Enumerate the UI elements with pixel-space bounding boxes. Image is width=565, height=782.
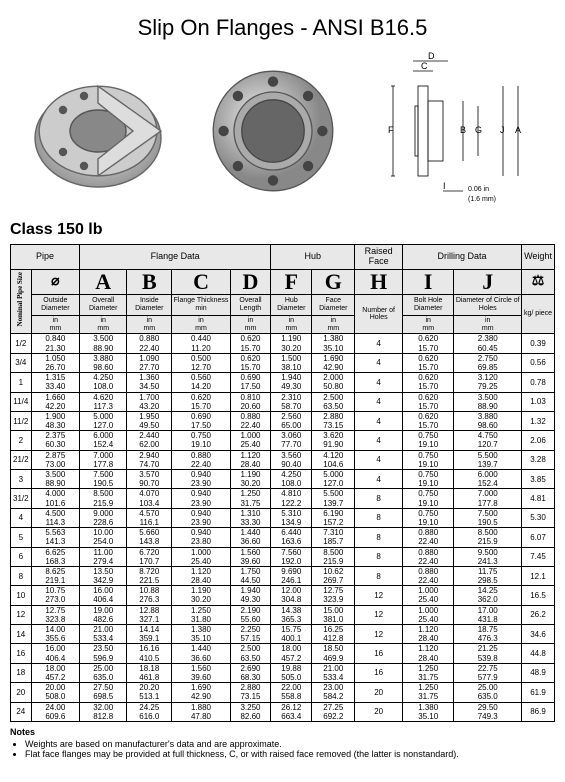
group-header-row: Pipe Flange Data Hub Raised Face Drillin… [11, 245, 555, 270]
note-item: Flat face flanges may be provided at ful… [25, 749, 555, 759]
technical-diagram: F BG JA CD I 0.06 in (1.6 mm) [373, 51, 543, 211]
table-row: 1414.00355.621.00533.414.14359.11.38035.… [11, 625, 555, 644]
unit-row: inmminmminmminmminmm inmminmminmminmm [11, 316, 555, 334]
svg-text:C: C [421, 61, 428, 71]
images-row: F BG JA CD I 0.06 in (1.6 mm) [10, 51, 555, 211]
table-row: 11.31533.404.250108.01.36034.500.56014.2… [11, 373, 555, 392]
svg-text:J: J [500, 125, 505, 135]
svg-text:B: B [460, 125, 466, 135]
table-row: 55.563141.310.00254.05.660143.80.94023.8… [11, 528, 555, 547]
table-row: 1818.00457.225.00635.018.18461.81.56039.… [11, 663, 555, 682]
table-row: 1/20.84021.303.50088.900.88022.400.44011… [11, 334, 555, 353]
table-row: 22.37560.306.000152.42.44062.000.75019.1… [11, 431, 555, 450]
table-row: 88.625219.113.50342.98.720221.51.12028.4… [11, 566, 555, 585]
letter-row: Nominal Pipe Size ⌀ ABCD FGHIJ ⚖ [11, 269, 555, 294]
flange-cutaway-image [23, 56, 173, 206]
table-row: 66.625168.311.00279.46.720170.71.00025.4… [11, 547, 555, 566]
svg-text:I: I [443, 181, 446, 191]
table-row: 3/41.05026.703.88098.601.09027.700.50012… [11, 353, 555, 372]
table-row: 21/22.87573.007.000177.82.94074.700.8802… [11, 450, 555, 469]
svg-text:G: G [475, 125, 482, 135]
table-row: 11/21.90048.305.000127.01.95049.500.6901… [11, 411, 555, 430]
flange-front-image [198, 56, 348, 206]
table-row: 1616.00406.423.50596.916.16410.51.44036.… [11, 644, 555, 663]
flange-data-table: Pipe Flange Data Hub Raised Face Drillin… [10, 244, 555, 722]
table-row: 11/41.66042.204.620117.31.70043.200.6201… [11, 392, 555, 411]
table-row: 31/24.000101.68.500215.94.070103.40.9402… [11, 489, 555, 508]
table-row: 44.500114.39.000228.64.570116.10.94023.9… [11, 508, 555, 527]
notes-section: Notes Weights are based on manufacturer'… [10, 727, 555, 759]
svg-text:F: F [388, 125, 394, 135]
table-row: 2424.00609.632.00812.824.25616.01.88047.… [11, 702, 555, 721]
svg-text:(1.6 mm): (1.6 mm) [468, 196, 496, 203]
label-row: Outside DiameterOverall DiameterInside D… [11, 294, 555, 315]
page-title: Slip On Flanges - ANSI B16.5 [10, 15, 555, 41]
table-row: 33.50088.907.500190.53.57090.700.94023.9… [11, 470, 555, 489]
note-item: Weights are based on manufacturer's data… [25, 739, 555, 749]
class-label: Class 150 lb [10, 221, 555, 239]
table-row: 1010.75273.016.00406.410.88276.31.19030.… [11, 586, 555, 605]
table-row: 1212.75323.819.00482.612.88327.11.25031.… [11, 605, 555, 624]
svg-text:D: D [428, 51, 435, 61]
svg-text:A: A [515, 125, 521, 135]
table-row: 2020.00508.027.50698.520.20513.11.69042.… [11, 683, 555, 702]
svg-text:0.06 in: 0.06 in [468, 186, 489, 193]
